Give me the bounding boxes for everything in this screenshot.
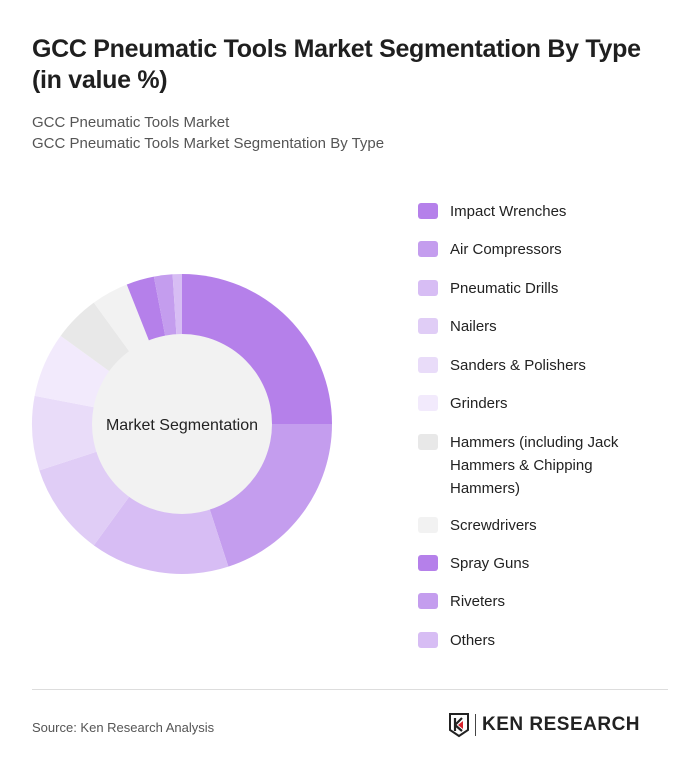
legend-item: Others xyxy=(418,629,495,652)
legend-label: Impact Wrenches xyxy=(450,203,567,220)
legend-item: Spray Guns xyxy=(418,552,529,575)
divider xyxy=(32,689,668,690)
legend-label: Riveters xyxy=(450,593,506,610)
legend-swatch xyxy=(418,517,438,533)
page-title: GCC Pneumatic Tools Market Segmentation … xyxy=(32,35,641,94)
legend-label: Pneumatic Drills xyxy=(450,280,559,297)
legend-item: Sanders & Polishers xyxy=(418,354,586,377)
legend-label: Hammers (including Jack Hammers & Chippi… xyxy=(450,434,619,497)
legend-swatch xyxy=(418,357,438,373)
legend-label: Spray Guns xyxy=(450,555,530,572)
legend-swatch xyxy=(418,203,438,219)
legend-item: Impact Wrenches xyxy=(418,200,566,223)
logo-shield-icon xyxy=(449,713,469,738)
source-note: Source: Ken Research Analysis xyxy=(32,720,215,735)
legend-label: Screwdrivers xyxy=(450,517,537,534)
legend-swatch xyxy=(418,632,438,648)
legend-item: Hammers (including Jack Hammers & Chippi… xyxy=(418,431,640,500)
legend-item: Air Compressors xyxy=(418,238,562,261)
legend-swatch xyxy=(418,555,438,571)
breadcrumb-market: GCC Pneumatic Tools Market xyxy=(32,114,230,131)
donut-hole xyxy=(92,334,272,514)
legend-item: Pneumatic Drills xyxy=(418,277,558,300)
ken-research-logo: KEN RESEARCH xyxy=(448,712,640,738)
legend-label: Air Compressors xyxy=(450,241,562,258)
legend-swatch xyxy=(418,593,438,609)
legend-item: Screwdrivers xyxy=(418,514,537,537)
breadcrumb-segmentation: GCC Pneumatic Tools Market Segmentation … xyxy=(32,135,385,152)
legend-swatch xyxy=(418,241,438,257)
logo-text: KEN RESEARCH xyxy=(482,714,641,735)
legend-label: Others xyxy=(450,632,496,649)
legend-item: Grinders xyxy=(418,392,508,415)
legend-label: Grinders xyxy=(450,395,508,412)
donut-chart: Market Segmentation xyxy=(31,274,332,574)
legend-swatch xyxy=(418,280,438,296)
legend-swatch xyxy=(418,318,438,334)
legend-label: Nailers xyxy=(450,318,497,335)
legend-swatch xyxy=(418,395,438,411)
center-label: Market Segmentation xyxy=(106,417,258,434)
legend-item: Riveters xyxy=(418,590,505,613)
legend-label: Sanders & Polishers xyxy=(450,357,586,374)
legend-swatch xyxy=(418,434,438,450)
legend-item: Nailers xyxy=(418,315,497,338)
